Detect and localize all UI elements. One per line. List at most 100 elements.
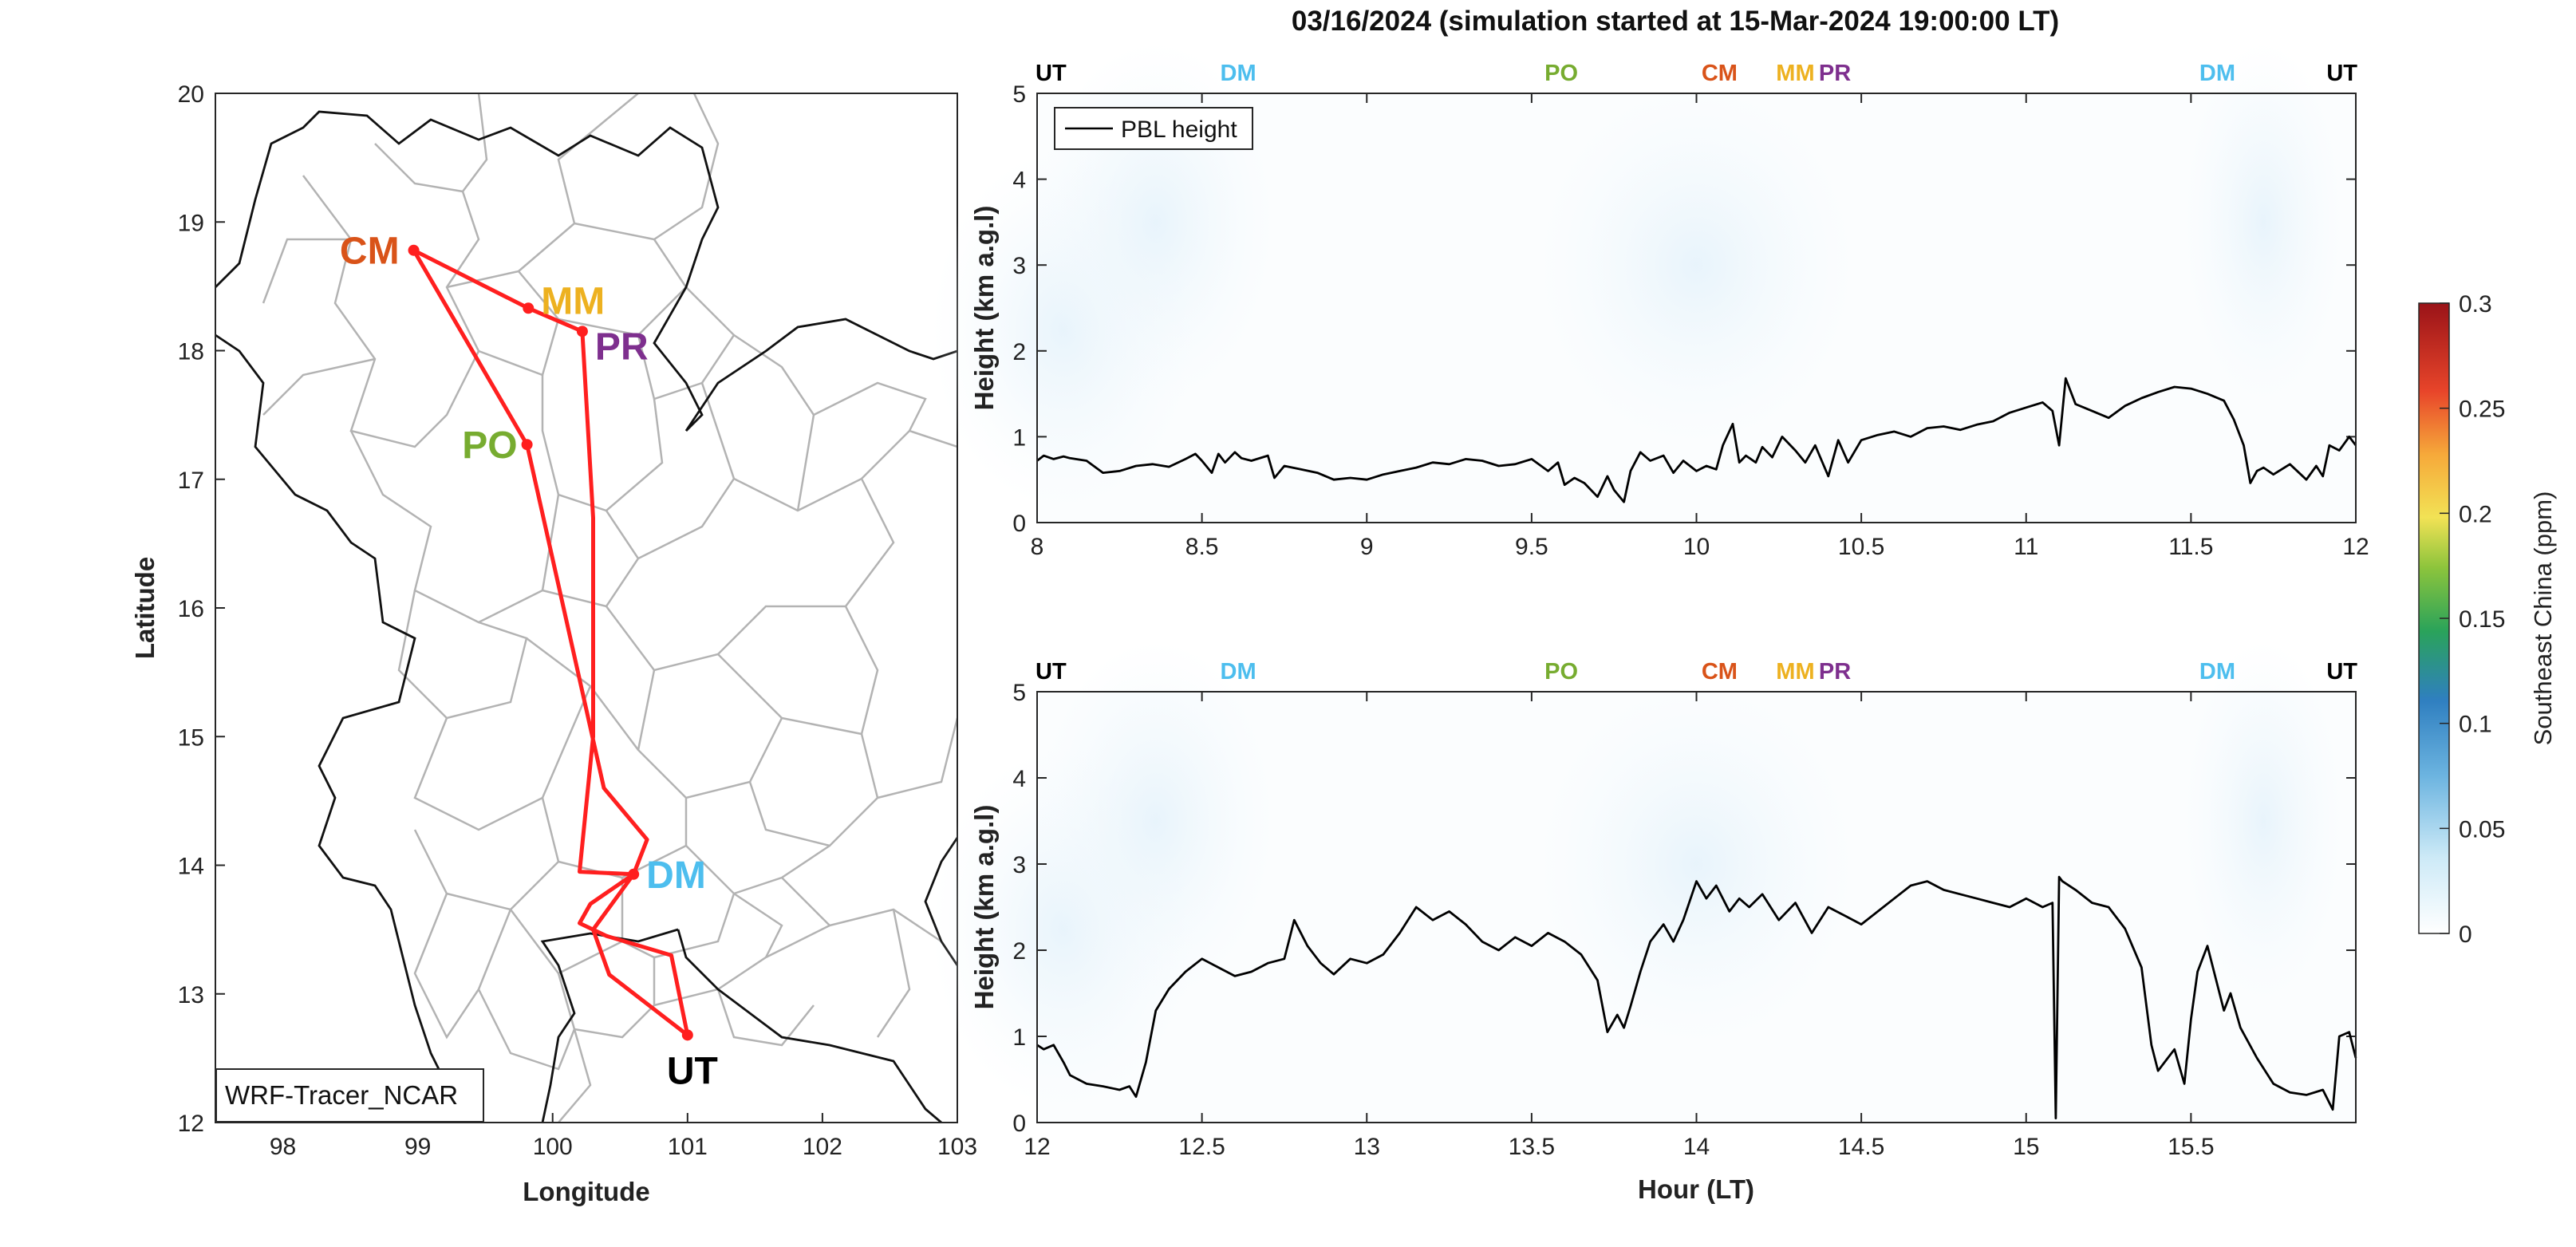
bottom-xtick-label: 15 <box>2013 1134 2039 1160</box>
top-site-label-dm: DM <box>2199 61 2235 86</box>
bottom-ytick-label: 1 <box>1012 1024 1026 1051</box>
bottom-site-label-ut: UT <box>2326 659 2357 685</box>
legend: PBL height <box>1054 107 1253 150</box>
bottom-ytick-label: 3 <box>1012 852 1026 878</box>
site-label-dm: DM <box>646 854 706 897</box>
map-xtick-label: 103 <box>937 1134 977 1160</box>
map-ytick-label: 19 <box>178 210 204 236</box>
map-ytick-label: 15 <box>178 724 204 751</box>
bottom-ylabel: Height (km a.g.l) <box>969 805 999 1010</box>
bottom-pbl-line <box>1036 875 2357 1119</box>
top-ylabel: Height (km a.g.l) <box>969 206 999 411</box>
bottom-series <box>1036 875 2357 1119</box>
top-xtick-label: 9 <box>1360 534 1374 560</box>
top-xtick-label: 9.5 <box>1515 534 1548 560</box>
map-ticks: 98 99 100 101 102 103 12 13 14 15 16 17 18 19 20 <box>178 81 977 1160</box>
annotation-text: WRF-Tracer_NCAR <box>225 1080 458 1110</box>
top-ytick-label: 5 <box>1012 81 1026 108</box>
site-label-ut: UT <box>667 1050 718 1092</box>
bottom-xtick-label: 12 <box>1024 1134 1050 1160</box>
bottom-haze <box>931 640 2343 1110</box>
top-ytick-label: 3 <box>1012 253 1026 279</box>
top-xtick-label: 10 <box>1683 534 1710 560</box>
colorbar-label: Southeast China (ppm) <box>2529 491 2557 746</box>
top-site-label-ut: UT <box>2326 61 2357 86</box>
bottom-site-label-dm: DM <box>2199 659 2235 685</box>
map-xtick-label: 102 <box>803 1134 842 1160</box>
top-ytick-label: 4 <box>1012 168 1026 194</box>
map-xtick-label: 100 <box>533 1134 573 1160</box>
map-boundaries <box>215 93 957 1123</box>
top-haze-patch <box>1037 41 1275 403</box>
site-marker-cm <box>408 244 420 256</box>
top-site-label-ut: UT <box>1036 61 1067 86</box>
top-xtick-label: 8 <box>1031 534 1044 560</box>
map-xlabel: Longitude <box>523 1177 649 1206</box>
top-haze-patch <box>2184 41 2343 403</box>
top-site-label-mm: MM <box>1776 61 1814 86</box>
bottom-xtick-label: 14 <box>1683 1134 1710 1160</box>
bottom-ytick-label: 2 <box>1012 938 1026 965</box>
map-xtick-label: 98 <box>270 1134 296 1160</box>
colorbar-tick-label: 0.2 <box>2459 501 2492 527</box>
bottom-ytick-label: 0 <box>1012 1111 1026 1137</box>
top-pbl-line <box>1036 377 2357 503</box>
top-xtick-label: 12 <box>2342 534 2369 560</box>
top-ytick-label: 0 <box>1012 511 1026 537</box>
site-label-mm: MM <box>541 280 605 322</box>
figure-title: 03/16/2024 (simulation started at 15-Mar… <box>1292 6 2059 37</box>
bottom-haze-patch <box>1538 683 1855 1045</box>
bottom-site-label-pr: PR <box>1819 659 1851 685</box>
bottom-xtick-label: 13 <box>1354 1134 1380 1160</box>
colorbar: 0 0.05 0.1 0.15 0.2 0.25 0.3 Southeast China (… <box>2418 291 2557 948</box>
colorbar-tick-label: 0.25 <box>2459 397 2505 423</box>
top-haze-patch <box>1538 85 1855 446</box>
bottom-site-label-ut: UT <box>1036 659 1067 685</box>
bottom-xtick-label: 13.5 <box>1509 1134 1555 1160</box>
map-ytick-label: 16 <box>178 596 204 622</box>
bottom-ytick-label: 4 <box>1012 766 1026 792</box>
top-xtick-label: 11 <box>2014 534 2038 560</box>
bottom-xlabel: Hour (LT) <box>1638 1174 1754 1204</box>
bottom-site-markers: UT DM PO CM MM PR DM UT <box>1036 659 2357 685</box>
map-xtick-label: 99 <box>404 1134 431 1160</box>
map-ytick-label: 20 <box>178 81 204 108</box>
site-marker-ut <box>681 1029 693 1041</box>
top-ytick-label: 1 <box>1012 424 1026 451</box>
colorbar-tick-label: 0.05 <box>2459 816 2505 843</box>
top-site-label-cm: CM <box>1702 61 1738 86</box>
top-site-label-dm: DM <box>1221 61 1256 86</box>
bottom-axes <box>1036 691 2357 1123</box>
map-ytick-label: 14 <box>178 854 204 880</box>
site-label-po: PO <box>462 424 517 467</box>
top-ytick-label: 2 <box>1012 339 1026 365</box>
map-ytick-label: 17 <box>178 468 204 494</box>
legend-label: PBL height <box>1121 116 1237 143</box>
map-ytick-label: 12 <box>178 1111 204 1137</box>
annotation-box <box>215 1068 484 1123</box>
site-marker-mm <box>523 302 535 314</box>
top-series <box>1036 377 2357 503</box>
top-xtick-label: 8.5 <box>1185 534 1219 560</box>
bottom-site-label-po: PO <box>1544 659 1578 685</box>
site-label-pr: PR <box>595 326 649 368</box>
bottom-site-label-mm: MM <box>1776 659 1814 685</box>
map-ytick-label: 18 <box>178 339 204 365</box>
top-site-label-po: PO <box>1544 61 1578 86</box>
map-ytick-label: 13 <box>178 982 204 1008</box>
top-xtick-label: 10.5 <box>1838 534 1884 560</box>
site-label-cm: CM <box>340 231 400 273</box>
bottom-xtick-label: 12.5 <box>1178 1134 1225 1160</box>
bottom-xtick-label: 15.5 <box>2168 1134 2214 1160</box>
colorbar-tick-label: 0 <box>2459 921 2472 948</box>
top-xtick-label: 11.5 <box>2168 534 2213 560</box>
map-ylabel: Latitude <box>130 557 160 659</box>
top-axes <box>1036 93 2357 523</box>
